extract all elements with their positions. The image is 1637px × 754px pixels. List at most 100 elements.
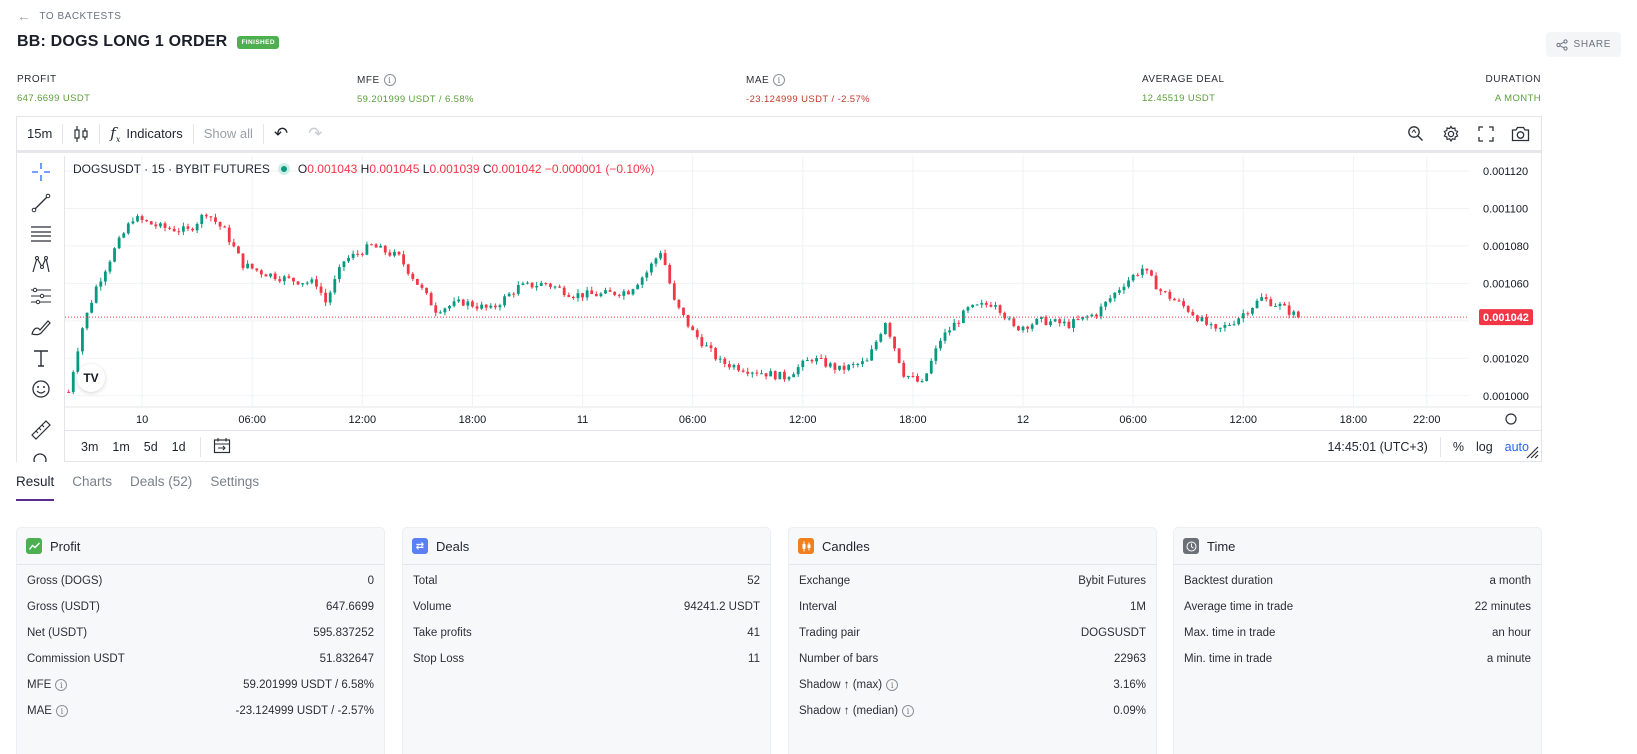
candle-body bbox=[1255, 300, 1259, 308]
candle-body bbox=[223, 226, 227, 228]
candle-body bbox=[168, 227, 172, 229]
emoji-tool[interactable] bbox=[17, 373, 64, 404]
candle-body bbox=[1214, 324, 1218, 329]
settings-button[interactable] bbox=[1434, 119, 1467, 149]
calendar-icon bbox=[213, 437, 230, 453]
share-label: SHARE bbox=[1573, 39, 1611, 50]
crosshair-tool[interactable] bbox=[17, 156, 64, 187]
tab-result[interactable]: Result bbox=[16, 474, 55, 501]
undo-button[interactable]: ↶ bbox=[264, 117, 298, 150]
info-icon[interactable]: i bbox=[773, 74, 786, 86]
tab-settings[interactable]: Settings bbox=[210, 474, 260, 489]
candle-body bbox=[195, 223, 199, 231]
candle-body bbox=[760, 373, 763, 375]
card-row-label-wrap: Take profits bbox=[413, 627, 472, 639]
info-icon[interactable]: i bbox=[55, 705, 68, 717]
stat-mae: MAE i -23.124999 USDT / -2.57% bbox=[746, 74, 870, 105]
info-icon[interactable]: i bbox=[55, 679, 68, 691]
info-icon[interactable]: i bbox=[902, 705, 915, 717]
time-card-title: Time bbox=[1207, 538, 1236, 554]
range-3m-button[interactable]: 3m bbox=[81, 439, 99, 454]
zoom-tool[interactable] bbox=[17, 445, 64, 462]
share-button[interactable]: SHARE bbox=[1545, 32, 1621, 57]
candle-body bbox=[783, 371, 786, 380]
candle-body bbox=[1273, 306, 1277, 308]
y-tick-label: 0.001020 bbox=[1483, 353, 1529, 365]
stat-average-deal: AVERAGE DEAL 12.45519 USDT bbox=[1142, 74, 1225, 104]
redo-button[interactable]: ↷ bbox=[298, 117, 332, 150]
candle-body bbox=[1246, 313, 1250, 315]
trend-line-tool[interactable] bbox=[17, 187, 64, 218]
range-1m-button[interactable]: 1m bbox=[112, 439, 130, 454]
snapshot-button[interactable] bbox=[1504, 119, 1537, 149]
chart-type-button[interactable] bbox=[63, 117, 99, 150]
prediction-tool[interactable] bbox=[17, 280, 64, 311]
interval-selector[interactable]: 15m bbox=[27, 126, 53, 141]
auto-scale-toggle[interactable]: auto bbox=[1504, 439, 1529, 454]
candle-body bbox=[631, 289, 635, 295]
percent-scale-toggle[interactable]: % bbox=[1452, 439, 1464, 454]
candle-body bbox=[732, 365, 736, 368]
candle-body bbox=[1191, 311, 1195, 316]
candle-body bbox=[273, 273, 277, 280]
card-row-label: Take profits bbox=[413, 627, 472, 639]
candle-body bbox=[989, 304, 993, 307]
candle-body bbox=[1163, 291, 1167, 293]
candle-body bbox=[1177, 300, 1181, 302]
fullscreen-button[interactable] bbox=[1469, 119, 1502, 149]
legend-ohlc: O0.001043 H0.001045 L0.001039 C0.001042 … bbox=[298, 162, 654, 176]
candle-body bbox=[741, 370, 745, 372]
indicators-button[interactable]: fx Indicators bbox=[100, 117, 192, 150]
candle-body bbox=[374, 244, 378, 248]
candle-body bbox=[695, 330, 699, 338]
chart-pane[interactable]: 0.0011200.0011000.0010800.0010600.001040… bbox=[65, 156, 1541, 430]
candle-body bbox=[1241, 313, 1245, 319]
candles-icon bbox=[74, 125, 88, 142]
candle-body bbox=[865, 360, 869, 362]
range-5d-button[interactable]: 5d bbox=[143, 439, 158, 454]
info-icon[interactable]: i bbox=[383, 74, 396, 86]
text-tool[interactable] bbox=[17, 342, 64, 373]
fib-retracement-tool[interactable] bbox=[17, 218, 64, 249]
candle-body bbox=[393, 251, 396, 256]
last-price-badge bbox=[1479, 309, 1533, 326]
candle-body bbox=[792, 374, 796, 378]
pattern-tool[interactable] bbox=[17, 249, 64, 280]
candle-body bbox=[971, 304, 974, 308]
candle-body bbox=[553, 286, 557, 288]
candle-body bbox=[278, 279, 282, 282]
back-to-backtests-link[interactable]: ← TO BACKTESTS bbox=[17, 9, 121, 23]
brush-tool[interactable] bbox=[17, 311, 64, 342]
candle-body bbox=[801, 360, 805, 368]
candle-body bbox=[672, 283, 676, 300]
tab-charts[interactable]: Charts bbox=[72, 474, 113, 489]
candle-body bbox=[948, 330, 952, 333]
candle-body bbox=[315, 279, 318, 287]
card-row-label-wrap: Shadow ↑ (median) i bbox=[799, 705, 915, 717]
log-scale-toggle[interactable]: log bbox=[1475, 439, 1493, 454]
candle-body bbox=[1205, 316, 1208, 325]
candle-body bbox=[714, 348, 718, 360]
candlestick-chart[interactable]: 0.0011200.0011000.0010800.0010600.001040… bbox=[65, 156, 1541, 430]
card-row: Take profits 41 bbox=[403, 620, 770, 646]
range-1d-button[interactable]: 1d bbox=[171, 439, 186, 454]
tradingview-logo[interactable]: TV bbox=[77, 364, 105, 392]
quick-search-button[interactable] bbox=[1399, 119, 1432, 149]
candle-body bbox=[888, 323, 892, 337]
info-icon[interactable]: i bbox=[886, 679, 899, 691]
tab-deals[interactable]: Deals (52) bbox=[130, 474, 193, 489]
candle-body bbox=[1067, 321, 1071, 328]
candle-body bbox=[874, 341, 878, 350]
candle-body bbox=[370, 244, 373, 246]
go-to-date-button[interactable] bbox=[201, 437, 243, 457]
resize-handle-icon[interactable] bbox=[1525, 445, 1539, 459]
ruler-tool[interactable] bbox=[17, 414, 64, 445]
candle-body bbox=[443, 308, 447, 313]
clock-readout[interactable]: 14:45:01 (UTC+3) bbox=[1327, 439, 1428, 454]
card-row-label: Number of bars bbox=[799, 653, 879, 665]
candle-body bbox=[466, 301, 470, 306]
show-all-button[interactable]: Show all bbox=[203, 126, 253, 141]
candle-body bbox=[1237, 318, 1241, 325]
card-row: Shadow ↑ (max) i 3.16% bbox=[789, 672, 1156, 698]
candle-body bbox=[292, 277, 295, 282]
